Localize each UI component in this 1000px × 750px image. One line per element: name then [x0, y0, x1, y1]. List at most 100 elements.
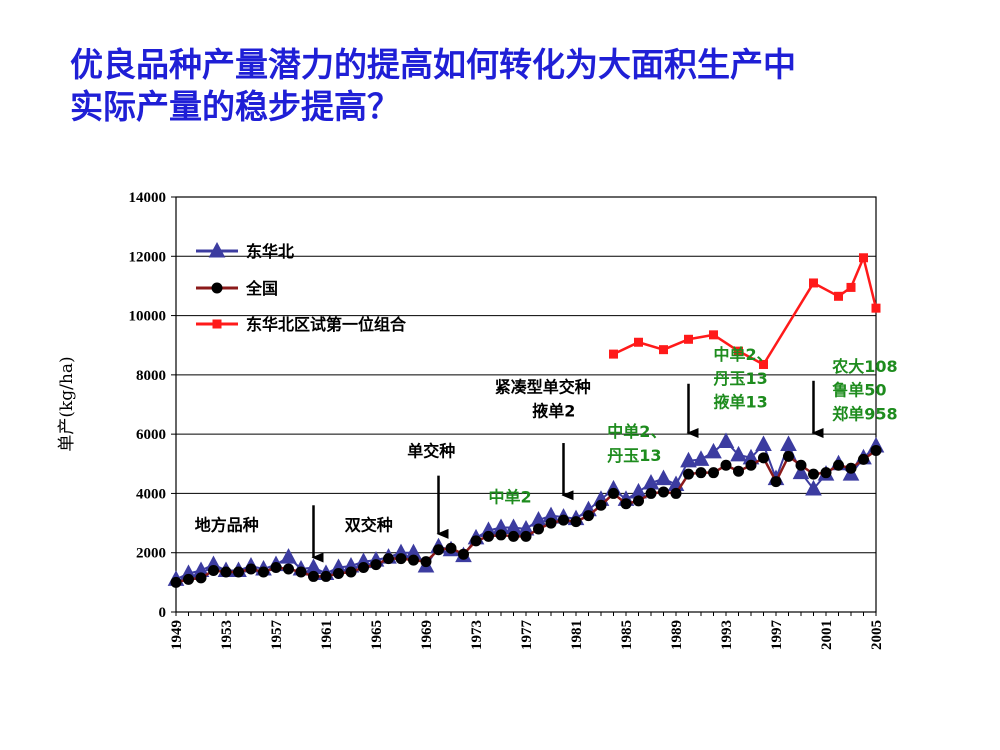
x-tick-label: 1961: [319, 620, 335, 650]
data-point: [809, 278, 818, 288]
data-point: [730, 445, 747, 462]
data-point: [583, 510, 594, 522]
annotation-label: 农大108: [831, 357, 897, 376]
annotation-label: 丹玉13: [607, 446, 661, 465]
data-point: [458, 548, 469, 560]
data-point: [445, 542, 457, 554]
annotation-label: 郑单958: [832, 404, 897, 423]
legend-label: 全国: [245, 279, 278, 298]
data-point: [183, 573, 194, 585]
legend-marker: [208, 241, 226, 258]
data-point: [770, 476, 782, 488]
data-point: [570, 516, 582, 528]
data-point: [558, 514, 569, 526]
data-point: [870, 444, 882, 456]
data-point: [420, 556, 432, 568]
title-line-1: 优良品种产量潜力的提高如何转化为大面积生产中: [70, 45, 796, 84]
series-3: [609, 253, 881, 369]
data-point: [233, 566, 244, 578]
legend-label: 东华北区试第一位组合: [246, 315, 407, 334]
legend-marker: [212, 319, 222, 329]
title-line-2: 实际产量的稳步提高？: [70, 87, 400, 126]
annotation-label: 掖单2: [532, 401, 575, 420]
data-point: [783, 450, 794, 462]
data-point: [508, 530, 519, 542]
x-tick-label: 1989: [669, 620, 685, 650]
data-point: [734, 346, 743, 356]
data-point: [533, 523, 544, 535]
y-axis-label: 单产(kg/ha): [57, 356, 77, 451]
x-tick-label: 2005: [869, 620, 885, 650]
data-point: [634, 337, 643, 347]
annotation-label: 掖单13: [714, 392, 768, 411]
data-point: [208, 565, 219, 576]
data-point: [283, 563, 294, 575]
data-point: [720, 459, 732, 471]
data-point: [680, 451, 697, 468]
data-point: [655, 469, 672, 486]
series-2: [170, 444, 882, 588]
data-point: [370, 559, 382, 571]
data-point: [295, 566, 307, 578]
data-point: [858, 453, 869, 465]
data-point: [795, 459, 807, 471]
data-point: [808, 468, 819, 480]
annotation-label: 中单2: [489, 487, 532, 506]
y-tick-label: 10000: [129, 309, 167, 325]
series-line: [175, 440, 877, 581]
data-point: [745, 459, 757, 471]
data-point: [820, 467, 832, 479]
data-point: [755, 435, 772, 452]
data-point: [595, 499, 607, 511]
data-point: [258, 566, 269, 578]
y-tick-label: 14000: [129, 190, 167, 206]
data-point: [545, 517, 557, 529]
data-point: [658, 486, 669, 498]
x-tick-label: 1981: [569, 620, 585, 650]
data-point: [520, 530, 532, 542]
legend-label: 东华北: [246, 242, 294, 261]
data-point: [470, 535, 482, 547]
data-point: [433, 544, 444, 556]
data-point: [684, 334, 693, 344]
annotation-label: 地方品种: [195, 515, 259, 534]
data-point: [308, 570, 319, 582]
data-point: [645, 487, 657, 499]
y-tick-label: 0: [159, 605, 167, 621]
data-point: [695, 467, 707, 479]
legend-marker: [211, 282, 223, 294]
data-point: [692, 450, 710, 466]
data-point: [759, 359, 768, 369]
annotation-label: 双交种: [345, 515, 393, 534]
y-tick-label: 6000: [136, 427, 166, 443]
slide-title: 优良品种产量潜力的提高如何转化为大面积生产中 实际产量的稳步提高？: [70, 44, 970, 128]
x-tick-label: 1997: [769, 620, 785, 651]
data-point: [620, 498, 632, 510]
data-point: [683, 468, 694, 480]
x-tick-label: 1953: [219, 620, 235, 650]
data-point: [320, 570, 332, 582]
data-point: [659, 345, 668, 355]
x-tick-label: 1969: [419, 620, 435, 650]
x-tick-label: 1973: [469, 620, 485, 650]
data-point: [833, 459, 844, 471]
data-point: [708, 467, 719, 479]
x-tick-label: 1993: [719, 620, 735, 650]
annotation-label: 丹玉13: [714, 369, 768, 388]
data-point: [670, 487, 682, 499]
data-point: [395, 553, 407, 565]
data-point: [495, 529, 507, 541]
x-tick-label: 2001: [819, 620, 835, 650]
y-tick-label: 2000: [136, 546, 166, 562]
data-point: [270, 562, 282, 574]
data-point: [280, 548, 297, 564]
data-point: [834, 291, 843, 301]
x-tick-label: 1965: [369, 620, 385, 650]
data-point: [245, 563, 257, 575]
y-tick-label: 8000: [136, 368, 166, 384]
annotation-label: 中单2、: [607, 422, 666, 441]
data-point: [358, 562, 369, 574]
data-point: [483, 530, 494, 542]
data-point: [733, 465, 744, 477]
